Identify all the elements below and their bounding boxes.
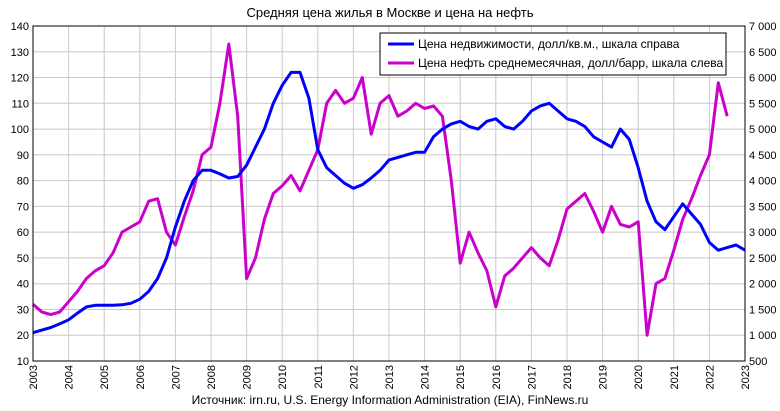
plot-border xyxy=(32,25,746,362)
right-tick-label: 3 500 xyxy=(749,201,777,213)
x-tick-label: 2008 xyxy=(206,365,218,389)
source-note: Источник: irn.ru, U.S. Energy Informatio… xyxy=(192,393,589,407)
x-tick-label: 2011 xyxy=(313,365,325,389)
right-tick-label: 5 000 xyxy=(749,124,777,136)
right-tick-label: 2 000 xyxy=(749,279,777,291)
right-tick-label: 4 000 xyxy=(749,176,777,188)
left-tick-label: 120 xyxy=(11,73,29,85)
left-tick-label: 10 xyxy=(17,356,29,368)
x-tick-label: 2013 xyxy=(384,365,396,389)
left-axis-ticks: 10 20 30 40 50 60 70 80 90 100 110 120 130 140 xyxy=(11,21,29,368)
left-tick-label: 110 xyxy=(11,98,29,110)
right-tick-label: 2 500 xyxy=(749,253,777,265)
x-tick-label: 2021 xyxy=(669,365,681,389)
left-tick-label: 40 xyxy=(17,279,29,291)
x-tick-label: 2015 xyxy=(455,365,467,389)
right-tick-label: 3 000 xyxy=(749,227,777,239)
x-tick-label: 2016 xyxy=(491,365,503,389)
x-tick-label: 2007 xyxy=(170,365,182,389)
left-tick-label: 60 xyxy=(17,227,29,239)
x-tick-label: 2020 xyxy=(633,365,645,389)
x-tick-label: 2019 xyxy=(598,365,610,389)
left-tick-label: 80 xyxy=(17,176,29,188)
right-tick-label: 1 500 xyxy=(749,304,777,316)
left-tick-label: 30 xyxy=(17,304,29,316)
left-tick-label: 20 xyxy=(17,330,29,342)
x-tick-label: 2009 xyxy=(242,365,254,389)
x-tick-label: 2022 xyxy=(704,365,716,389)
right-axis-ticks: 500 1 000 1 500 2 000 2 500 3 000 3 500 4 000 4 … xyxy=(749,21,777,368)
right-tick-label: 4 500 xyxy=(749,150,777,162)
right-tick-label: 1 000 xyxy=(749,330,777,342)
x-tick-label: 2005 xyxy=(99,365,111,389)
series-layer xyxy=(32,42,746,337)
x-tick-label: 2017 xyxy=(526,365,538,389)
right-tick-label: 500 xyxy=(749,356,767,368)
grid xyxy=(32,25,746,362)
left-tick-label: 130 xyxy=(11,47,29,59)
x-tick-label: 2018 xyxy=(562,365,574,389)
left-tick-label: 140 xyxy=(11,21,29,33)
legend-label-oil: Цена нефть среднемесячная, долл/барр, шк… xyxy=(418,56,723,70)
x-tick-label: 2004 xyxy=(64,365,76,389)
series-line-oil xyxy=(32,42,729,337)
x-tick-label: 2003 xyxy=(28,365,40,389)
x-tick-label: 2023 xyxy=(740,365,752,389)
right-tick-label: 5 500 xyxy=(749,98,777,110)
x-tick-label: 2012 xyxy=(348,365,360,389)
legend-label-realty: Цена недвижимости, долл/кв.м., шкала спр… xyxy=(418,37,680,51)
x-tick-label: 2014 xyxy=(420,365,432,389)
chart-title: Средняя цена жилья в Москве и цена на не… xyxy=(246,5,533,20)
left-tick-label: 50 xyxy=(17,253,29,265)
left-tick-label: 70 xyxy=(17,201,29,213)
x-tick-label: 2006 xyxy=(135,365,147,389)
legend: Цена недвижимости, долл/кв.м., шкала спр… xyxy=(379,32,727,76)
right-tick-label: 7 000 xyxy=(749,21,777,33)
legend-box xyxy=(379,32,727,76)
x-axis-ticks: 2003 2004 2005 2006 2007 2008 2009 2010 2011 2012… xyxy=(28,365,752,389)
x-tick-label: 2010 xyxy=(277,365,289,389)
left-tick-label: 100 xyxy=(11,124,29,136)
right-tick-label: 6 500 xyxy=(749,47,777,59)
series-line-realty xyxy=(32,70,746,335)
left-tick-label: 90 xyxy=(17,150,29,162)
right-tick-label: 6 000 xyxy=(749,73,777,85)
